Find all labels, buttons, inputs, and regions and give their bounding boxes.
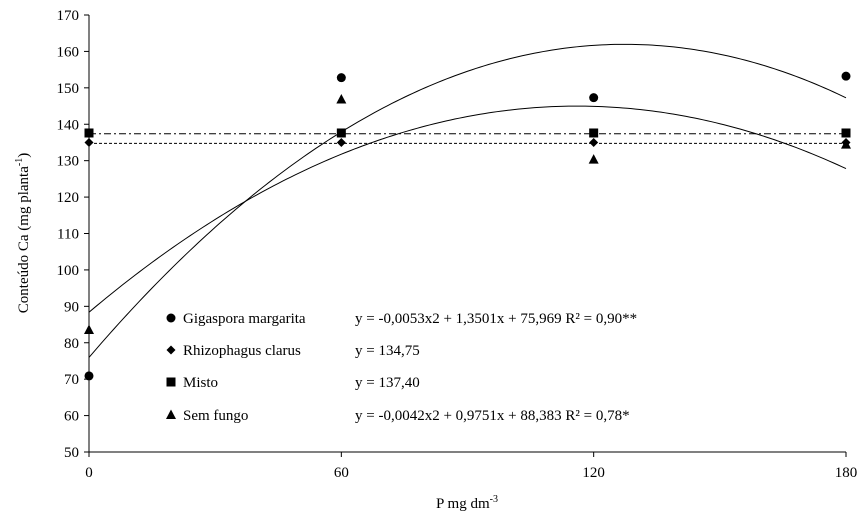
y-tick-label: 50 bbox=[64, 445, 79, 461]
misto-point bbox=[589, 128, 599, 138]
legend: Gigaspora margarita y = -0,0053x2 + 1,350… bbox=[166, 311, 637, 424]
misto-point bbox=[84, 128, 94, 138]
rhizophagus-clarus-legend-marker bbox=[166, 345, 176, 355]
gigaspora-margarita-point bbox=[589, 93, 599, 103]
y-tick-label: 150 bbox=[57, 81, 80, 97]
gigaspora-margarita-legend-label: Gigaspora margarita bbox=[183, 311, 306, 327]
x-tick-label: 120 bbox=[582, 465, 605, 481]
rhizophagus-clarus-equation: y = 134,75 bbox=[355, 343, 420, 359]
y-tick-label: 120 bbox=[57, 190, 80, 206]
y-tick-label: 160 bbox=[57, 44, 80, 60]
x-ticks: 0 60 120 180 bbox=[85, 452, 857, 481]
misto-legend-label: Misto bbox=[183, 375, 218, 391]
x-tick-label: 180 bbox=[835, 465, 858, 481]
gigaspora-margarita-trend-line bbox=[88, 43, 847, 358]
sem-fungo-point bbox=[588, 154, 599, 164]
sem-fungo-point bbox=[84, 324, 94, 335]
y-axis-title: Conteúdo Ca (mg planta-1) bbox=[14, 153, 32, 313]
y-tick-label: 140 bbox=[57, 117, 80, 133]
sem-fungo-trend-line bbox=[88, 105, 847, 313]
misto-point bbox=[336, 128, 346, 138]
y-tick-label: 170 bbox=[57, 8, 80, 24]
sem-fungo-point bbox=[841, 139, 851, 149]
y-tick-label: 100 bbox=[57, 263, 80, 279]
rhizophagus-clarus-point bbox=[336, 137, 346, 147]
gigaspora-margarita-point bbox=[336, 73, 346, 83]
y-tick-label: 110 bbox=[57, 227, 79, 243]
gigaspora-margarita-legend-marker bbox=[166, 313, 176, 323]
gigaspora-margarita-equation: y = -0,0053x2 + 1,3501x + 75,969 R² = 0,… bbox=[355, 311, 637, 327]
data-points bbox=[84, 71, 851, 381]
trend-lines bbox=[88, 43, 847, 358]
x-axis-title: P mg dm-3 bbox=[436, 494, 498, 512]
sem-fungo-legend-label: Sem fungo bbox=[183, 408, 248, 424]
sem-fungo-legend-marker bbox=[166, 409, 176, 419]
rhizophagus-clarus-legend-label: Rhizophagus clarus bbox=[183, 343, 301, 359]
misto-legend-marker bbox=[166, 377, 176, 387]
misto-point bbox=[841, 128, 851, 138]
gigaspora-margarita-point bbox=[84, 371, 94, 381]
y-tick-label: 130 bbox=[57, 154, 80, 170]
y-ticks: 50 60 70 80 90 100 110 120 130 140 150 160 170 bbox=[57, 8, 89, 461]
y-tick-label: 90 bbox=[64, 299, 79, 315]
y-tick-label: 60 bbox=[64, 409, 79, 425]
x-tick-label: 0 bbox=[85, 465, 93, 481]
x-tick-label: 60 bbox=[334, 465, 349, 481]
y-tick-label: 70 bbox=[64, 372, 79, 388]
sem-fungo-equation: y = -0,0042x2 + 0,9751x + 88,383 R² = 0,… bbox=[355, 408, 630, 424]
misto-equation: y = 137,40 bbox=[355, 375, 420, 391]
gigaspora-margarita-point bbox=[841, 71, 851, 81]
rhizophagus-clarus-point bbox=[84, 137, 94, 147]
rhizophagus-clarus-point bbox=[589, 137, 599, 147]
y-tick-label: 80 bbox=[64, 336, 79, 352]
sem-fungo-point bbox=[336, 93, 347, 104]
